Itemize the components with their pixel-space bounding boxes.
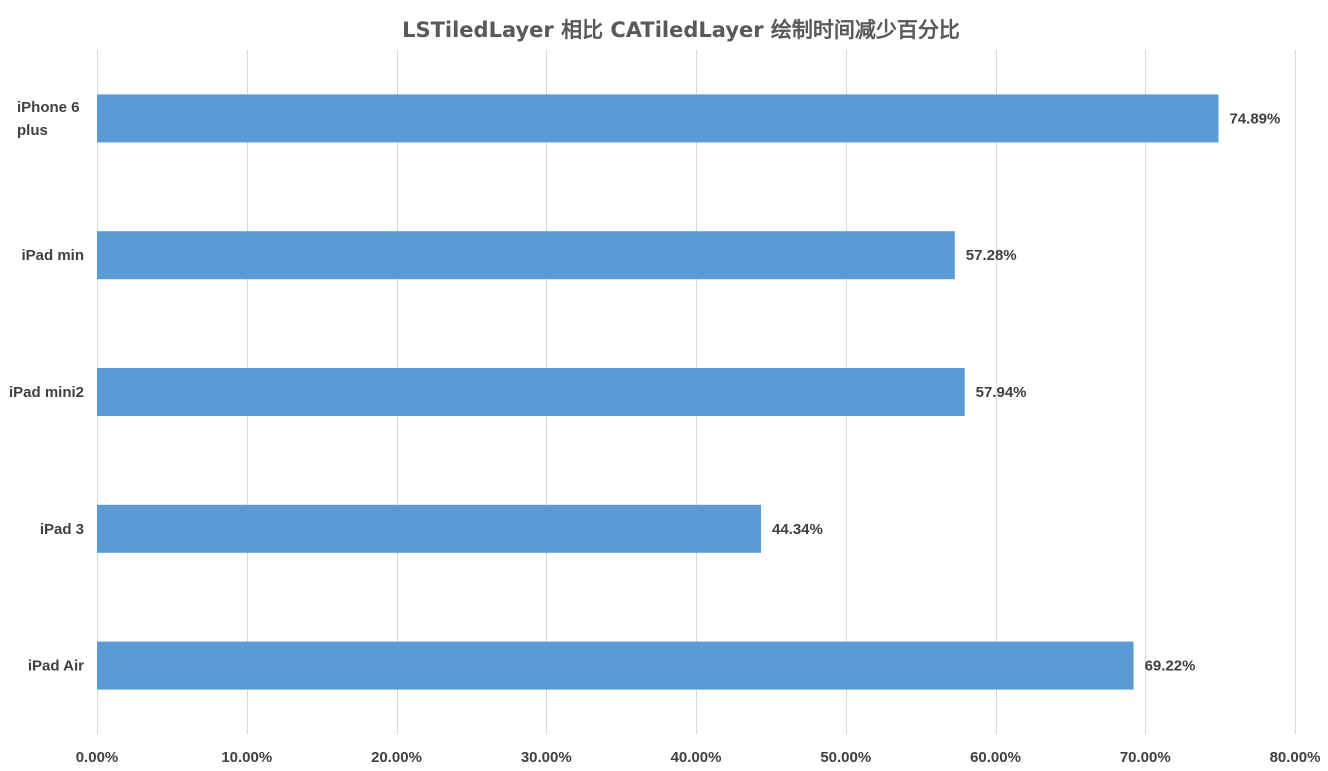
y-category-label: iPad min	[21, 247, 84, 264]
data-label: 57.94%	[976, 384, 1027, 401]
x-tick-label: 80.00%	[1270, 749, 1321, 766]
x-tick-label: 40.00%	[671, 749, 722, 766]
bar	[97, 231, 955, 279]
x-tick-label: 50.00%	[820, 749, 871, 766]
y-category-label: iPad mini2	[9, 384, 84, 401]
chart-title: LSTiledLayer 相比 CATiledLayer 绘制时间减少百分比	[402, 18, 960, 42]
x-tick-label: 30.00%	[521, 749, 572, 766]
y-category-label-line: iPhone 6	[17, 99, 80, 116]
y-category-label: iPad 3	[40, 521, 84, 538]
bar	[97, 368, 965, 416]
x-tick-label: 60.00%	[970, 749, 1021, 766]
data-label: 44.34%	[772, 521, 823, 538]
y-category-label-line: iPad min	[21, 247, 84, 264]
x-tick-label: 20.00%	[371, 749, 422, 766]
x-tick-label: 10.00%	[221, 749, 272, 766]
x-tick-label: 0.00%	[76, 749, 119, 766]
bars	[97, 94, 1218, 689]
bar	[97, 642, 1134, 690]
y-category-label-line: iPad mini2	[9, 384, 84, 401]
bar	[97, 94, 1218, 142]
x-tick-label: 70.00%	[1120, 749, 1171, 766]
data-label: 69.22%	[1145, 658, 1196, 675]
data-label: 57.28%	[966, 247, 1017, 264]
y-category-label-line: iPad Air	[28, 658, 84, 675]
y-category-label-line: plus	[17, 122, 48, 139]
y-category-label-line: iPad 3	[40, 521, 84, 538]
y-category-label: iPhone 6 plus	[17, 99, 80, 139]
y-category-label: iPad Air	[28, 658, 84, 675]
bar	[97, 505, 761, 553]
data-label: 74.89%	[1229, 110, 1280, 127]
